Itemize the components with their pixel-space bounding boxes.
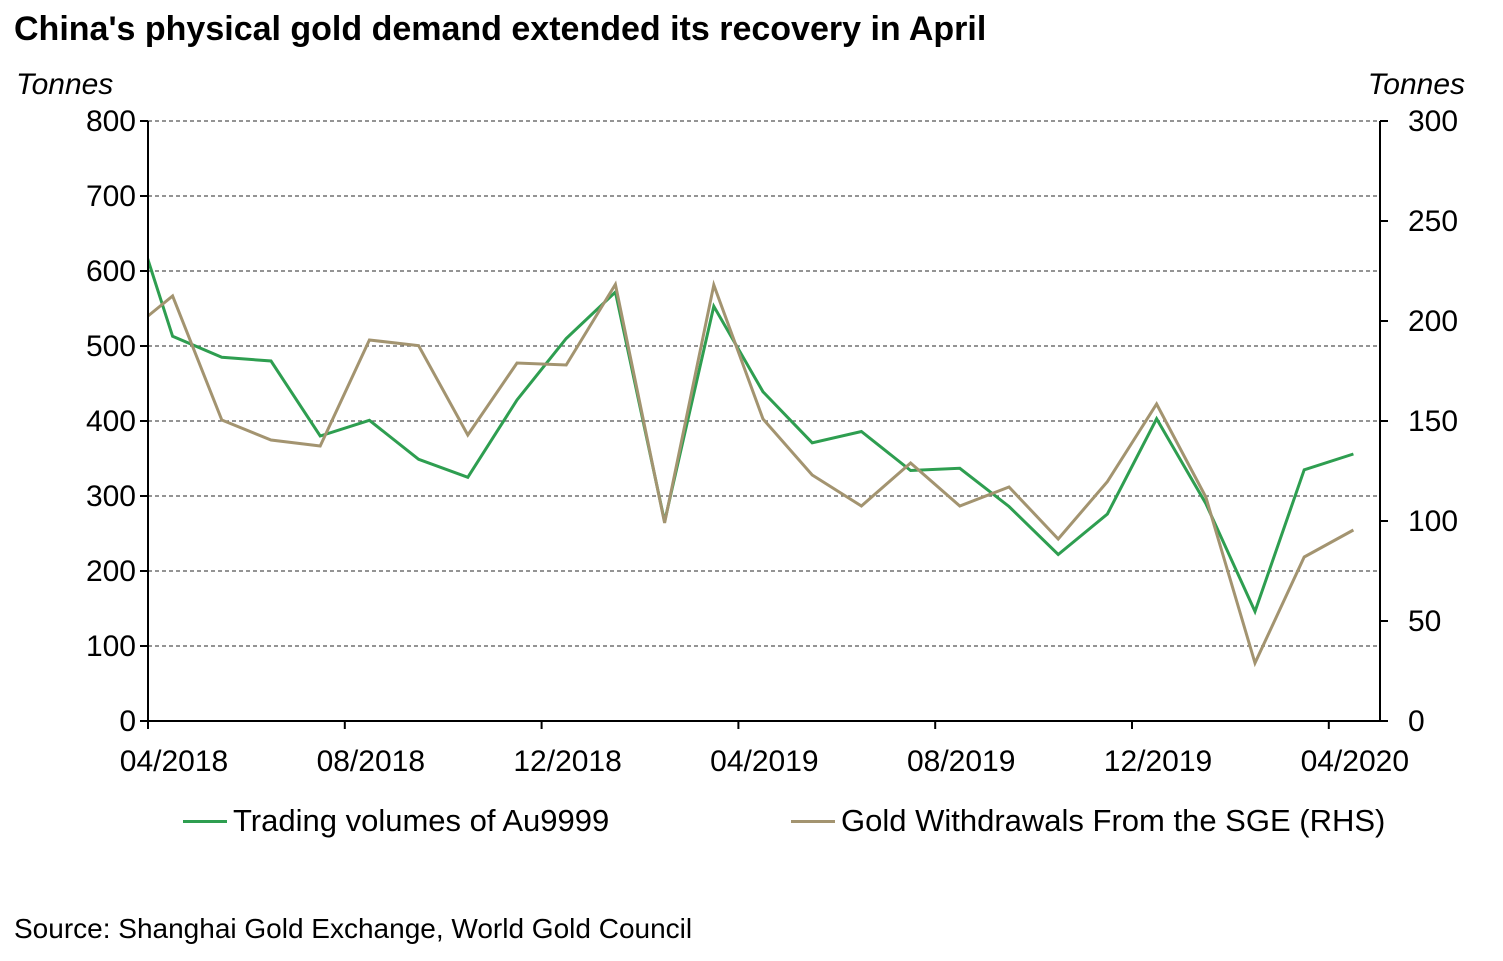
left-tick-label: 600 [86, 255, 136, 288]
left-tick-label: 100 [86, 630, 136, 663]
left-tick-label: 500 [86, 330, 136, 363]
x-tick-label: 04/2020 [1301, 745, 1409, 778]
legend-label: Trading volumes of Au9999 [233, 803, 610, 838]
right-axis-label: Tonnes [1367, 68, 1465, 101]
x-tick-label: 08/2019 [907, 745, 1015, 778]
series-line-sge-withdrawals [148, 279, 1355, 668]
right-tick-label: 0 [1408, 705, 1425, 738]
x-tick-label: 12/2019 [1104, 745, 1212, 778]
chart-title: China's physical gold demand extended it… [14, 10, 987, 48]
legend-swatch-brown [791, 819, 835, 823]
left-axis-label: Tonnes [16, 68, 114, 101]
right-tick-label: 100 [1408, 505, 1458, 538]
right-tick-label: 250 [1408, 205, 1458, 238]
source-note: Source: Shanghai Gold Exchange, World Go… [14, 913, 693, 944]
legend-swatch-green [183, 819, 227, 823]
left-tick-label: 0 [119, 705, 136, 738]
left-tick-label: 400 [86, 405, 136, 438]
right-tick-label: 200 [1408, 305, 1458, 338]
legend-label: Gold Withdrawals From the SGE (RHS) [841, 803, 1386, 838]
left-tick-label: 200 [86, 555, 136, 588]
x-tick-label: 04/2019 [710, 745, 818, 778]
x-tick-label: 12/2018 [513, 745, 621, 778]
right-tick-label: 150 [1408, 405, 1458, 438]
legend-item-sge-withdrawals: Gold Withdrawals From the SGE (RHS) [791, 803, 1385, 839]
right-tick-label: 50 [1408, 605, 1441, 638]
x-tick-label: 08/2018 [317, 745, 425, 778]
left-tick-label: 700 [86, 180, 136, 213]
left-tick-label: 800 [86, 105, 136, 138]
x-tick-label: 04/2018 [120, 745, 228, 778]
right-tick-label: 300 [1408, 105, 1458, 138]
legend-item-au9999: Trading volumes of Au9999 [183, 803, 609, 839]
left-tick-label: 300 [86, 480, 136, 513]
series-line-au9999 [148, 254, 1354, 616]
